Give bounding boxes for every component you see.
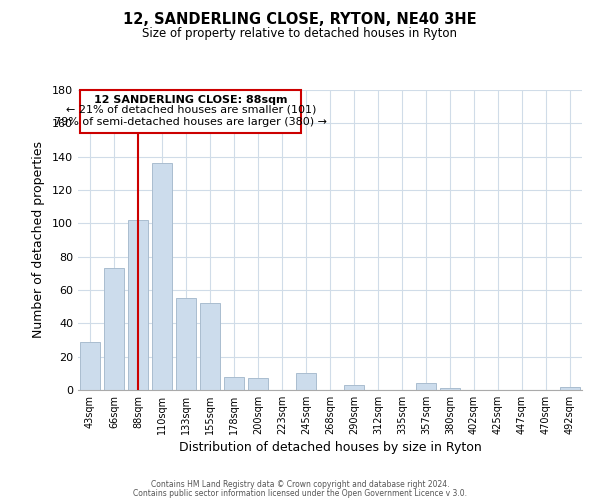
Bar <box>560 386 580 390</box>
Bar <box>80 342 100 390</box>
Bar <box>344 385 364 390</box>
Text: 12 SANDERLING CLOSE: 88sqm: 12 SANDERLING CLOSE: 88sqm <box>94 95 287 105</box>
Bar <box>224 376 244 390</box>
Bar <box>200 304 220 390</box>
X-axis label: Distribution of detached houses by size in Ryton: Distribution of detached houses by size … <box>179 441 481 454</box>
Bar <box>128 220 148 390</box>
Bar <box>296 374 316 390</box>
Bar <box>248 378 268 390</box>
Bar <box>440 388 460 390</box>
Bar <box>176 298 196 390</box>
Text: Size of property relative to detached houses in Ryton: Size of property relative to detached ho… <box>143 28 458 40</box>
Text: Contains HM Land Registry data © Crown copyright and database right 2024.: Contains HM Land Registry data © Crown c… <box>151 480 449 489</box>
Text: 79% of semi-detached houses are larger (380) →: 79% of semi-detached houses are larger (… <box>55 116 328 126</box>
Text: ← 21% of detached houses are smaller (101): ← 21% of detached houses are smaller (10… <box>65 105 316 115</box>
Bar <box>104 268 124 390</box>
FancyBboxPatch shape <box>80 90 301 134</box>
Y-axis label: Number of detached properties: Number of detached properties <box>32 142 45 338</box>
Text: Contains public sector information licensed under the Open Government Licence v : Contains public sector information licen… <box>133 488 467 498</box>
Bar <box>416 384 436 390</box>
Bar <box>152 164 172 390</box>
Text: 12, SANDERLING CLOSE, RYTON, NE40 3HE: 12, SANDERLING CLOSE, RYTON, NE40 3HE <box>123 12 477 28</box>
